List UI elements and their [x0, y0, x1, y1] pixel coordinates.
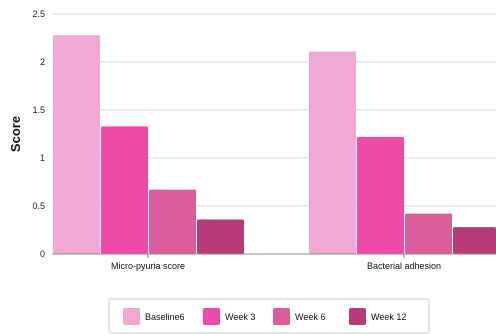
y-tick-label: 1.5: [32, 105, 45, 115]
bar: [453, 227, 496, 254]
y-axis-title: Score: [8, 116, 23, 152]
bar: [357, 136, 404, 254]
x-category-label: Bacterial adhesion: [367, 261, 441, 271]
legend-swatch: [203, 308, 220, 325]
bar: [101, 126, 148, 254]
legend-label: Baseline6: [145, 312, 185, 322]
legend-label: Week 6: [295, 312, 325, 322]
bar: [405, 213, 452, 254]
y-tick-label: 1: [40, 153, 45, 163]
axes: 0 0.5 1 1.5 2 2.5 Micro-pyuria score Bacterial …: [32, 9, 496, 271]
legend-swatch: [123, 308, 140, 325]
legend-swatch: [349, 308, 366, 325]
bar: [53, 35, 100, 255]
y-tick-label: 2.5: [32, 9, 45, 19]
legend: Baseline6 Week 3 Week 6 Week 12: [108, 298, 430, 334]
bar: [309, 51, 356, 254]
y-tick-label: 0.5: [32, 201, 45, 211]
y-tick-label: 2: [40, 57, 45, 67]
bar: [197, 219, 244, 254]
legend-box: [108, 298, 430, 334]
y-tick-label: 0: [40, 249, 45, 259]
x-category-label: Micro-pyuria score: [111, 261, 185, 271]
bar: [149, 189, 196, 254]
legend-swatch: [273, 308, 290, 325]
bars: [53, 35, 496, 255]
legend-label: Week 12: [371, 312, 406, 322]
legend-label: Week 3: [225, 312, 255, 322]
